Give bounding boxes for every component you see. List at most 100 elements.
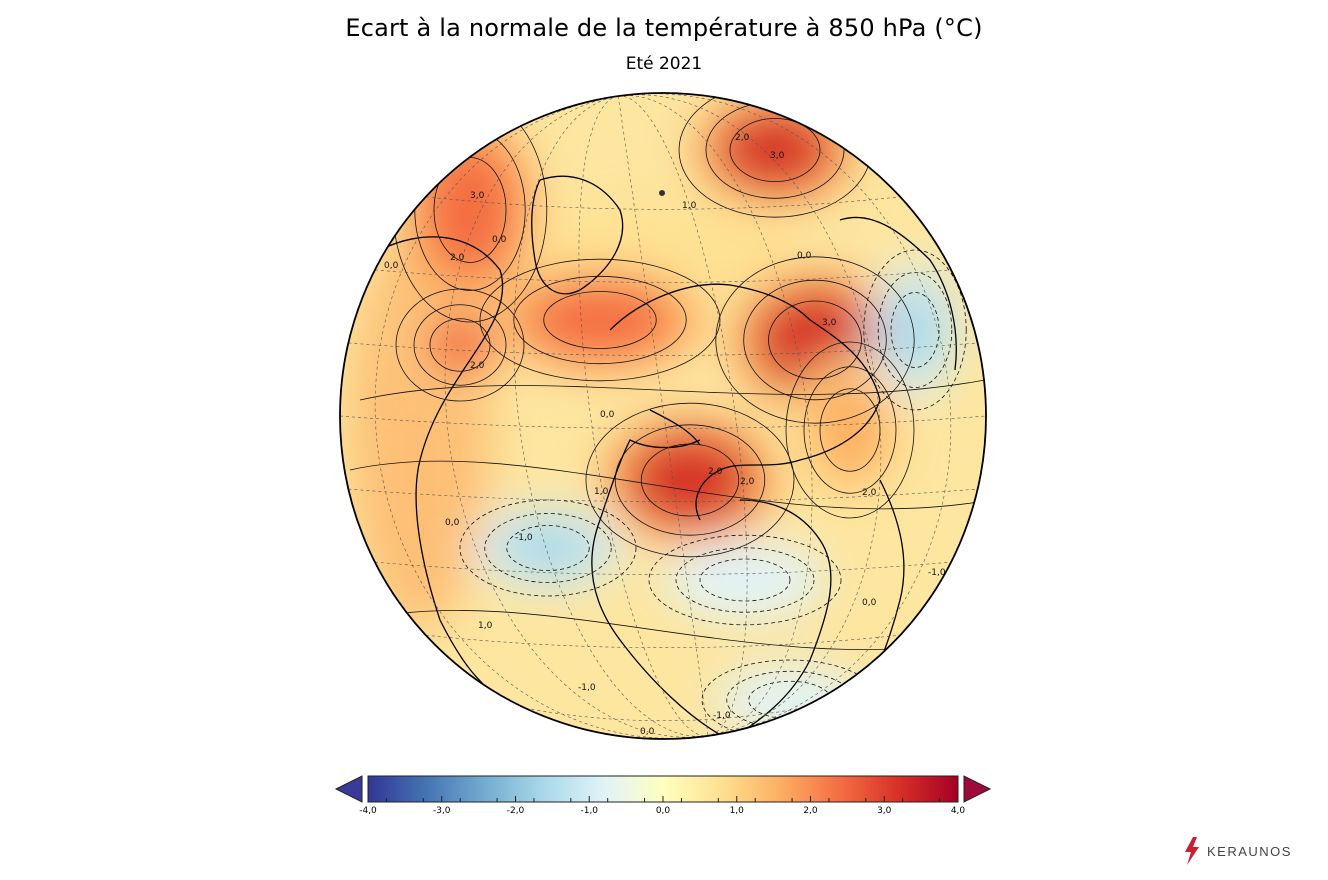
contour-line [543,291,657,349]
contour-label: 2,0 [450,253,465,263]
contour-line [729,118,821,182]
graticule [340,93,986,739]
meridian [578,95,708,737]
contour-label: 0,0 [640,727,655,737]
parallel [525,707,801,721]
colorbar [334,775,992,803]
chart-subtitle: Eté 2021 [625,54,703,74]
parallel [348,342,978,356]
parallel [348,488,978,502]
contour-label: 1,0 [594,487,609,497]
meridian [618,95,813,737]
contour-line [675,547,815,613]
contour-line [484,513,612,583]
contour-line [819,388,881,472]
anomaly-core [493,518,603,578]
contour-line [506,525,590,571]
coastline [531,175,624,295]
coastline [729,499,832,739]
colorbar-tick-label: -2,0 [506,806,525,816]
colorbar-tick-label: 4,0 [950,806,966,816]
contour-line [890,292,940,368]
globe-fill-group: 3,0 2,0 3,0 2,0 1,0 0,0 2,0 0,0 0,0 3,0 2,0 0,0 0,0 1… [340,93,986,739]
contour-label: -1,0 [515,533,533,543]
contour-line [349,460,986,510]
contour-label: 0,0 [384,261,399,271]
anomaly-core [715,108,835,192]
colorbar-under-arrow [334,775,363,803]
keraunos-logo[interactable]: KERAUNOS [1183,836,1292,866]
anomaly-core [525,282,675,358]
contour-line [743,279,887,401]
contour-line [803,366,897,494]
colorbar-tick-label: 2,0 [803,806,818,816]
contour-label: -1,0 [578,683,596,693]
north-pole-marker [659,190,665,196]
coastlines [379,175,957,739]
anomaly-core [625,432,755,528]
anomaly-core [420,310,500,380]
contour-label: 1,0 [682,201,697,211]
coastline [839,216,957,371]
contour-label: 3,0 [470,191,485,201]
colorbar-tick-label: -3,0 [432,806,451,816]
contour-line [359,379,986,401]
globe-outline [339,92,987,740]
chart-title: Ecart à la normale de la température à 8… [345,14,983,42]
contour-label: 2,0 [470,361,485,371]
contour-line [768,300,862,380]
contour-line [614,424,766,536]
contour-line [513,275,687,365]
contour-labels: 3,0 2,0 3,0 2,0 1,0 0,0 2,0 0,0 0,0 3,0 2,0 0,0 0,0 1… [384,133,946,737]
contour-line [699,558,791,602]
contour-line [459,499,637,597]
lightning-bolt-icon [1185,837,1199,865]
anomaly-core [685,552,805,608]
contour-label: 3,0 [770,151,785,161]
contour-label: 2,0 [862,488,877,498]
contour-line [429,318,491,372]
contour-label: 0,0 [600,410,615,420]
contour-label: 0,0 [862,598,877,608]
parallel [425,196,901,210]
coastline [609,283,881,521]
contour-line [715,256,915,424]
contour-label: 0,0 [797,251,812,261]
contour-line [585,402,795,558]
contour-label: 2,0 [708,467,723,477]
contour-label: 0,0 [445,518,460,528]
parallel [374,269,952,283]
colorbar-tick-label: 3,0 [877,806,892,816]
anomaly-core [422,140,518,280]
contour-label: -1,0 [713,711,731,721]
contour-line [863,249,967,411]
anomaly-core [810,375,890,485]
parallel [374,561,952,575]
meridian [513,95,708,737]
meridian [618,95,748,737]
anomaly-core [735,675,845,725]
meridian [444,95,708,738]
meridian [617,95,709,737]
contour-label: 2,0 [735,133,750,143]
parallel [340,415,986,429]
contour-label: 1,0 [478,621,493,631]
contour-line [395,288,525,402]
contour-label: 0,0 [492,235,507,245]
contour-line [413,304,507,386]
colorbar-tick-label: -1,0 [580,806,599,816]
contour-label: 3,0 [822,318,837,328]
contour-line [785,341,915,519]
contour-line [479,258,721,382]
coastline [649,409,701,446]
colorbar-over-arrow [963,775,992,803]
contour-label: -1,0 [928,568,946,578]
colorbar-tick-label: -4,0 [359,806,377,816]
logo-text: KERAUNOS [1207,843,1292,859]
meridian [618,94,882,737]
colorbar-tick-label: 1,0 [729,806,744,816]
parallel [425,634,901,648]
contour-line [648,534,842,626]
anomaly-core [883,280,947,380]
